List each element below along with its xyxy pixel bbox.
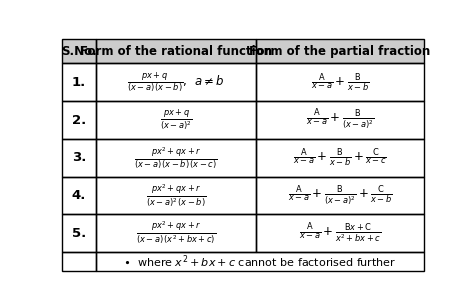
Bar — [96, 101, 255, 139]
Bar — [96, 101, 255, 139]
Text: $\frac{\mathrm{A}}{x-a}+\frac{\mathrm{B}}{(x-a)^2}$: $\frac{\mathrm{A}}{x-a}+\frac{\mathrm{B}… — [306, 108, 374, 132]
Bar — [255, 64, 424, 101]
Bar — [255, 177, 424, 214]
Bar — [255, 101, 424, 139]
Text: 3.: 3. — [72, 151, 86, 164]
Text: 4.: 4. — [72, 189, 86, 202]
Bar — [62, 177, 96, 214]
Text: 5.: 5. — [72, 227, 86, 239]
Text: $\frac{\mathrm{A}}{x-a}+\frac{\mathrm{B}x+\mathrm{C}}{x^2+bx+c}$: $\frac{\mathrm{A}}{x-a}+\frac{\mathrm{B}… — [299, 221, 381, 245]
Bar — [62, 101, 96, 139]
Bar — [96, 177, 255, 214]
Bar — [255, 39, 424, 64]
Bar — [62, 39, 96, 64]
Bar — [255, 214, 424, 252]
Text: $\frac{px+q}{(x-a)^2}$: $\frac{px+q}{(x-a)^2}$ — [160, 107, 192, 133]
Bar — [62, 214, 96, 252]
Bar — [255, 177, 424, 214]
Text: $\frac{\mathrm{A}}{x-a}+\frac{\mathrm{B}}{(x-a)^2}+\frac{\mathrm{C}}{x-b}$: $\frac{\mathrm{A}}{x-a}+\frac{\mathrm{B}… — [288, 183, 392, 208]
Text: 2.: 2. — [72, 114, 86, 126]
Text: $\frac{px+q}{(x-a)\,(x-b)}$,  $a \neq b$: $\frac{px+q}{(x-a)\,(x-b)}$, $a \neq b$ — [127, 70, 225, 95]
Text: $\frac{\mathrm{A}}{x-a}+\frac{\mathrm{B}}{x-b}$: $\frac{\mathrm{A}}{x-a}+\frac{\mathrm{B}… — [311, 71, 369, 94]
Text: S.No.: S.No. — [61, 45, 97, 58]
Text: $\frac{px^2+qx+r}{(x-a)\,(x^2+bx+c)}$: $\frac{px^2+qx+r}{(x-a)\,(x^2+bx+c)}$ — [136, 220, 216, 247]
Text: Form of the partial fraction: Form of the partial fraction — [249, 45, 430, 58]
Bar — [62, 177, 96, 214]
Bar — [255, 64, 424, 101]
Text: $\frac{\mathrm{A}}{x-a}+\frac{\mathrm{B}}{x-b}+\frac{\mathrm{C}}{x-c}$: $\frac{\mathrm{A}}{x-a}+\frac{\mathrm{B}… — [293, 146, 387, 169]
Bar — [96, 64, 255, 101]
Text: $\frac{px^2+qx+r}{(x-a)^2\,(x-b)}$: $\frac{px^2+qx+r}{(x-a)^2\,(x-b)}$ — [146, 182, 206, 209]
Bar — [96, 139, 255, 177]
Bar — [96, 64, 255, 101]
Bar — [62, 139, 96, 177]
Bar — [96, 39, 255, 64]
Bar — [96, 252, 424, 271]
Bar — [96, 214, 255, 252]
Bar — [62, 139, 96, 177]
Bar — [62, 252, 96, 271]
Text: Form of the rational function: Form of the rational function — [80, 45, 272, 58]
Bar — [96, 139, 255, 177]
Bar — [62, 252, 96, 271]
Bar — [255, 139, 424, 177]
Text: $\frac{px^2+qx+r}{(x-a)\,(x-b)\,(x-c)}$: $\frac{px^2+qx+r}{(x-a)\,(x-b)\,(x-c)}$ — [134, 145, 218, 171]
Bar — [62, 39, 96, 64]
Bar — [62, 64, 96, 101]
Bar — [255, 101, 424, 139]
Bar — [96, 177, 255, 214]
Bar — [62, 64, 96, 101]
Bar — [96, 39, 255, 64]
Text: 1.: 1. — [72, 76, 86, 89]
Bar — [255, 39, 424, 64]
Bar — [255, 214, 424, 252]
Bar — [62, 101, 96, 139]
Text: $\bullet$  where $x^2 + bx + c$ cannot be factorised further: $\bullet$ where $x^2 + bx + c$ cannot be… — [123, 253, 397, 270]
Bar — [96, 214, 255, 252]
Bar — [255, 139, 424, 177]
Bar — [62, 214, 96, 252]
Bar — [96, 252, 424, 271]
